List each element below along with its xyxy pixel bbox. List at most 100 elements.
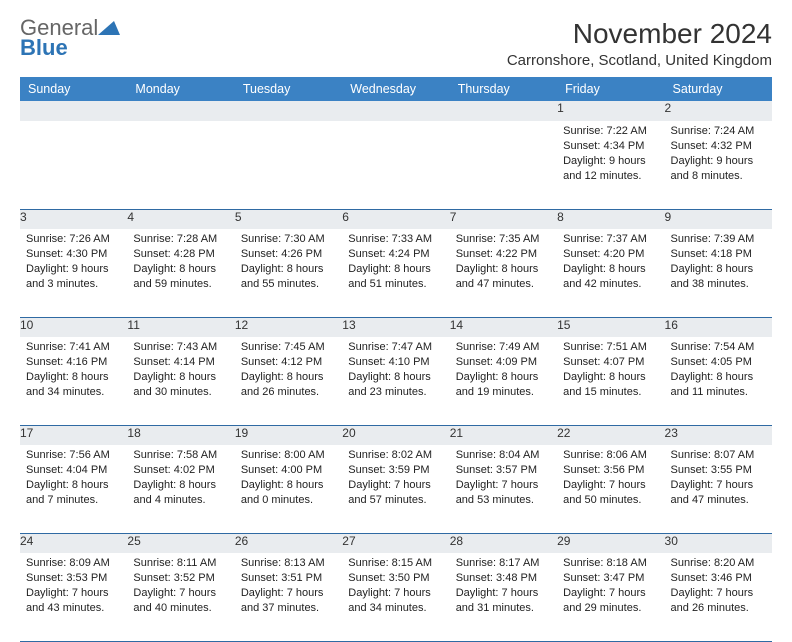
- day-line: and 47 minutes.: [671, 493, 766, 508]
- day-cell: Sunrise: 7:43 AMSunset: 4:14 PMDaylight:…: [127, 337, 234, 425]
- day-details: Sunrise: 7:26 AMSunset: 4:30 PMDaylight:…: [20, 229, 127, 295]
- day-details: Sunrise: 8:06 AMSunset: 3:56 PMDaylight:…: [557, 445, 664, 511]
- day-line: Daylight: 8 hours: [456, 262, 551, 277]
- day-details: Sunrise: 7:47 AMSunset: 4:10 PMDaylight:…: [342, 337, 449, 403]
- day-line: Daylight: 8 hours: [348, 370, 443, 385]
- day-line: Sunset: 4:05 PM: [671, 355, 766, 370]
- calendar-table: SundayMondayTuesdayWednesdayThursdayFrid…: [20, 77, 772, 642]
- day-line: Sunset: 4:18 PM: [671, 247, 766, 262]
- day-details: Sunrise: 7:58 AMSunset: 4:02 PMDaylight:…: [127, 445, 234, 511]
- day-line: Daylight: 8 hours: [26, 478, 121, 493]
- day-number: 28: [450, 533, 557, 553]
- day-line: Sunrise: 7:28 AM: [133, 232, 228, 247]
- day-line: Sunrise: 7:41 AM: [26, 340, 121, 355]
- day-number: 12: [235, 317, 342, 337]
- day-line: and 4 minutes.: [133, 493, 228, 508]
- day-line: Daylight: 8 hours: [241, 370, 336, 385]
- day-cell: Sunrise: 7:33 AMSunset: 4:24 PMDaylight:…: [342, 229, 449, 317]
- day-cell: Sunrise: 7:39 AMSunset: 4:18 PMDaylight:…: [665, 229, 772, 317]
- day-line: Sunrise: 8:02 AM: [348, 448, 443, 463]
- week-4-body: Sunrise: 8:09 AMSunset: 3:53 PMDaylight:…: [20, 553, 772, 641]
- day-line: Sunrise: 7:54 AM: [671, 340, 766, 355]
- day-cell: Sunrise: 7:35 AMSunset: 4:22 PMDaylight:…: [450, 229, 557, 317]
- day-number: 1: [557, 101, 664, 121]
- day-details: Sunrise: 8:09 AMSunset: 3:53 PMDaylight:…: [20, 553, 127, 619]
- day-cell: Sunrise: 7:56 AMSunset: 4:04 PMDaylight:…: [20, 445, 127, 533]
- day-cell: Sunrise: 8:17 AMSunset: 3:48 PMDaylight:…: [450, 553, 557, 641]
- day-line: and 34 minutes.: [26, 385, 121, 400]
- day-cell: Sunrise: 7:30 AMSunset: 4:26 PMDaylight:…: [235, 229, 342, 317]
- day-number: [342, 101, 449, 121]
- day-details: Sunrise: 7:51 AMSunset: 4:07 PMDaylight:…: [557, 337, 664, 403]
- day-cell: [20, 121, 127, 209]
- brand-word-2: Blue: [20, 35, 68, 60]
- day-cell: Sunrise: 7:41 AMSunset: 4:16 PMDaylight:…: [20, 337, 127, 425]
- day-line: Sunset: 3:47 PM: [563, 571, 658, 586]
- day-line: Sunset: 4:22 PM: [456, 247, 551, 262]
- day-number: 11: [127, 317, 234, 337]
- day-cell: Sunrise: 7:51 AMSunset: 4:07 PMDaylight:…: [557, 337, 664, 425]
- day-line: and 8 minutes.: [671, 169, 766, 184]
- day-line: Sunset: 3:59 PM: [348, 463, 443, 478]
- day-cell: [127, 121, 234, 209]
- day-cell: Sunrise: 7:58 AMSunset: 4:02 PMDaylight:…: [127, 445, 234, 533]
- day-details: Sunrise: 8:11 AMSunset: 3:52 PMDaylight:…: [127, 553, 234, 619]
- day-line: Sunrise: 8:18 AM: [563, 556, 658, 571]
- day-line: and 40 minutes.: [133, 601, 228, 616]
- weekday-monday: Monday: [127, 77, 234, 101]
- day-cell: Sunrise: 7:37 AMSunset: 4:20 PMDaylight:…: [557, 229, 664, 317]
- day-number: 23: [665, 425, 772, 445]
- day-line: Sunset: 4:26 PM: [241, 247, 336, 262]
- title-block: November 2024 Carronshore, Scotland, Uni…: [507, 18, 772, 69]
- weekday-friday: Friday: [557, 77, 664, 101]
- day-cell: Sunrise: 7:26 AMSunset: 4:30 PMDaylight:…: [20, 229, 127, 317]
- day-line: Sunrise: 7:30 AM: [241, 232, 336, 247]
- day-number: [20, 101, 127, 121]
- day-line: Daylight: 7 hours: [563, 478, 658, 493]
- day-number: 17: [20, 425, 127, 445]
- triangle-icon: [98, 19, 120, 35]
- day-number: [127, 101, 234, 121]
- day-line: Daylight: 8 hours: [133, 262, 228, 277]
- day-number: 14: [450, 317, 557, 337]
- weekday-saturday: Saturday: [665, 77, 772, 101]
- day-cell: Sunrise: 7:49 AMSunset: 4:09 PMDaylight:…: [450, 337, 557, 425]
- day-line: and 29 minutes.: [563, 601, 658, 616]
- day-line: and 53 minutes.: [456, 493, 551, 508]
- day-line: Sunset: 4:16 PM: [26, 355, 121, 370]
- day-line: Sunset: 4:07 PM: [563, 355, 658, 370]
- weekday-sunday: Sunday: [20, 77, 127, 101]
- day-line: Sunrise: 7:45 AM: [241, 340, 336, 355]
- day-number: 10: [20, 317, 127, 337]
- day-number: 18: [127, 425, 234, 445]
- day-details: Sunrise: 8:00 AMSunset: 4:00 PMDaylight:…: [235, 445, 342, 511]
- day-details: Sunrise: 7:43 AMSunset: 4:14 PMDaylight:…: [127, 337, 234, 403]
- day-line: and 37 minutes.: [241, 601, 336, 616]
- day-line: and 3 minutes.: [26, 277, 121, 292]
- week-1-numrow: 3456789: [20, 209, 772, 229]
- day-line: and 59 minutes.: [133, 277, 228, 292]
- day-line: Sunrise: 8:11 AM: [133, 556, 228, 571]
- day-cell: Sunrise: 8:09 AMSunset: 3:53 PMDaylight:…: [20, 553, 127, 641]
- day-line: Daylight: 8 hours: [241, 262, 336, 277]
- day-details: Sunrise: 7:24 AMSunset: 4:32 PMDaylight:…: [665, 121, 772, 187]
- day-details: Sunrise: 7:30 AMSunset: 4:26 PMDaylight:…: [235, 229, 342, 295]
- day-line: Daylight: 8 hours: [133, 370, 228, 385]
- day-line: Sunset: 3:46 PM: [671, 571, 766, 586]
- day-cell: [450, 121, 557, 209]
- day-line: Sunrise: 7:56 AM: [26, 448, 121, 463]
- day-line: and 43 minutes.: [26, 601, 121, 616]
- day-line: Daylight: 8 hours: [26, 370, 121, 385]
- day-number: 8: [557, 209, 664, 229]
- day-number: 9: [665, 209, 772, 229]
- day-cell: Sunrise: 8:02 AMSunset: 3:59 PMDaylight:…: [342, 445, 449, 533]
- day-cell: Sunrise: 7:54 AMSunset: 4:05 PMDaylight:…: [665, 337, 772, 425]
- weekday-row: SundayMondayTuesdayWednesdayThursdayFrid…: [20, 77, 772, 101]
- day-line: Sunrise: 7:33 AM: [348, 232, 443, 247]
- day-line: Daylight: 7 hours: [671, 586, 766, 601]
- day-details: Sunrise: 8:18 AMSunset: 3:47 PMDaylight:…: [557, 553, 664, 619]
- day-line: Sunset: 3:50 PM: [348, 571, 443, 586]
- day-line: and 12 minutes.: [563, 169, 658, 184]
- day-number: 30: [665, 533, 772, 553]
- day-cell: Sunrise: 8:15 AMSunset: 3:50 PMDaylight:…: [342, 553, 449, 641]
